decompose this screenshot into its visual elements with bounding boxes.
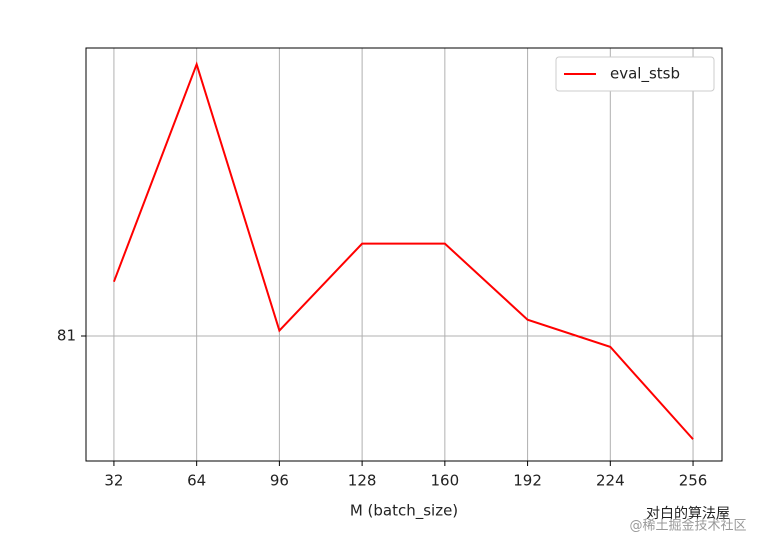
x-tick-label: 32 <box>104 472 123 490</box>
x-tick-label: 128 <box>348 472 377 490</box>
x-tick-label: 96 <box>270 472 289 490</box>
data-line <box>112 61 694 440</box>
x-tick-label: 256 <box>679 472 708 490</box>
x-tick-label: 192 <box>513 472 542 490</box>
x-axis-label: M (batch_size) <box>350 502 458 521</box>
x-tick-label: 224 <box>596 472 625 490</box>
x-tick-label: 160 <box>431 472 460 490</box>
watermark: @稀土掘金技术社区 <box>629 518 746 534</box>
legend-box <box>555 56 715 92</box>
legend-label: eval_stsb <box>610 65 680 84</box>
y-tick-label: 81 <box>57 327 76 345</box>
plot-frame <box>85 47 723 462</box>
x-tick-label: 64 <box>187 472 206 490</box>
watermark: 对白的算法屋 <box>646 506 730 522</box>
